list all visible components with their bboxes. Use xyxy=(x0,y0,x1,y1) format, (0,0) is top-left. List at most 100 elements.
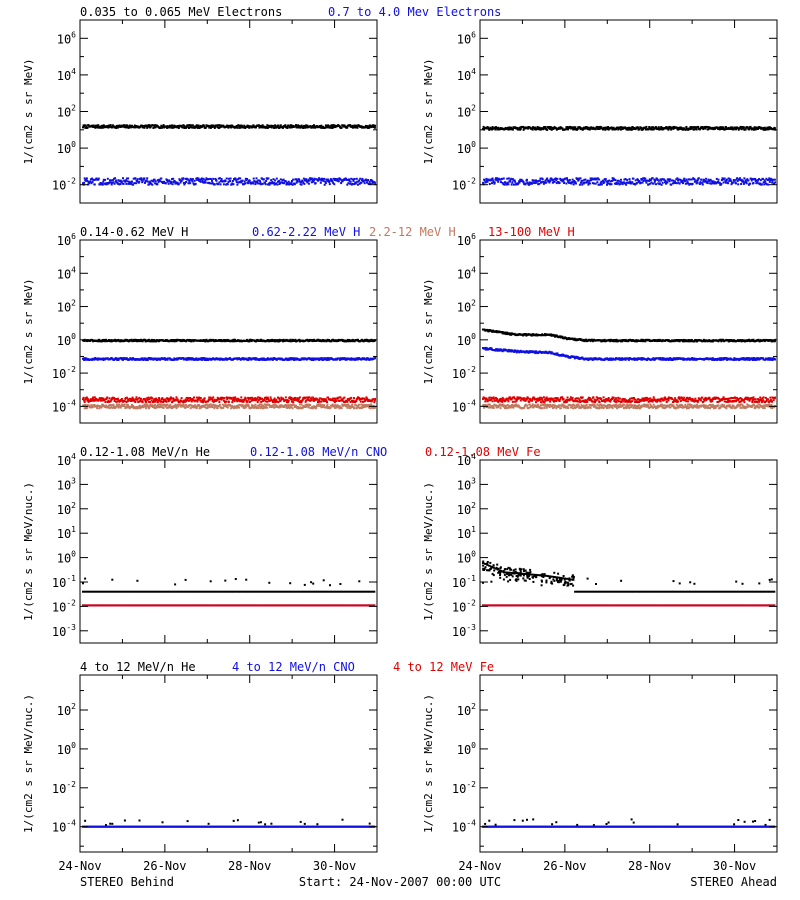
point xyxy=(251,405,254,408)
point xyxy=(519,180,522,182)
plot-frame xyxy=(79,239,378,424)
point xyxy=(634,183,637,186)
point xyxy=(235,179,238,182)
point xyxy=(338,400,341,402)
point xyxy=(655,126,658,129)
point xyxy=(200,177,203,180)
point xyxy=(248,340,251,343)
point xyxy=(364,126,367,129)
point xyxy=(556,352,559,355)
point xyxy=(483,128,486,131)
point xyxy=(353,126,355,129)
point xyxy=(251,396,253,399)
point xyxy=(555,128,558,131)
point xyxy=(203,397,206,400)
point xyxy=(616,126,619,129)
point xyxy=(746,126,749,129)
point xyxy=(135,396,138,399)
point xyxy=(705,177,708,180)
point xyxy=(570,182,573,185)
point xyxy=(291,340,293,343)
point xyxy=(542,128,545,131)
point xyxy=(320,358,323,361)
y-tick-label: 106 xyxy=(57,30,76,46)
point xyxy=(711,182,714,185)
point xyxy=(310,178,313,181)
point xyxy=(559,177,562,180)
point xyxy=(546,128,549,131)
point xyxy=(605,180,608,183)
point xyxy=(682,128,684,131)
point xyxy=(271,399,274,402)
point xyxy=(612,179,615,182)
point xyxy=(615,182,617,185)
point xyxy=(211,406,214,408)
point xyxy=(221,403,224,406)
point xyxy=(333,183,336,186)
point xyxy=(89,180,92,183)
point xyxy=(208,403,211,406)
point xyxy=(190,340,193,343)
point xyxy=(227,181,230,184)
point xyxy=(289,358,292,361)
point xyxy=(599,125,602,128)
point xyxy=(152,358,155,361)
point xyxy=(110,398,113,401)
point xyxy=(97,340,100,343)
point xyxy=(566,177,568,180)
point xyxy=(315,406,318,409)
point xyxy=(361,177,364,180)
data-points xyxy=(82,124,376,186)
point xyxy=(252,399,255,401)
point xyxy=(131,403,133,406)
point xyxy=(109,340,112,343)
point xyxy=(186,124,189,127)
y-tick-label: 104 xyxy=(57,67,76,83)
point xyxy=(598,126,601,129)
point xyxy=(287,358,290,361)
point xyxy=(209,403,212,406)
point xyxy=(116,400,119,403)
point xyxy=(679,179,682,182)
point xyxy=(729,127,732,130)
point xyxy=(84,124,87,127)
point xyxy=(196,400,199,403)
point xyxy=(747,179,750,182)
point xyxy=(261,405,264,408)
point xyxy=(207,405,210,408)
point xyxy=(151,183,154,186)
point xyxy=(305,126,308,129)
point xyxy=(720,126,723,129)
point xyxy=(607,128,610,131)
point xyxy=(133,340,136,342)
point xyxy=(372,124,375,127)
point xyxy=(148,406,151,409)
point xyxy=(196,125,199,128)
point xyxy=(116,126,119,129)
point xyxy=(506,126,509,129)
point xyxy=(654,179,657,182)
point xyxy=(185,400,188,403)
point xyxy=(85,357,88,360)
point xyxy=(550,351,553,354)
point xyxy=(484,347,487,350)
point xyxy=(312,359,315,361)
y-axis-label: 1/(cm2 s sr MeV) xyxy=(22,279,35,385)
point xyxy=(549,128,552,130)
point xyxy=(735,178,738,181)
point xyxy=(538,179,541,182)
point xyxy=(196,177,199,180)
point xyxy=(597,183,600,186)
point xyxy=(547,127,550,130)
point xyxy=(246,124,249,127)
point xyxy=(312,126,315,129)
point xyxy=(357,183,359,186)
y-tick-label: 106 xyxy=(57,232,76,248)
point xyxy=(325,400,328,402)
point xyxy=(267,398,270,401)
point xyxy=(335,397,337,400)
point xyxy=(723,177,726,180)
point xyxy=(118,183,121,186)
point xyxy=(624,338,627,341)
